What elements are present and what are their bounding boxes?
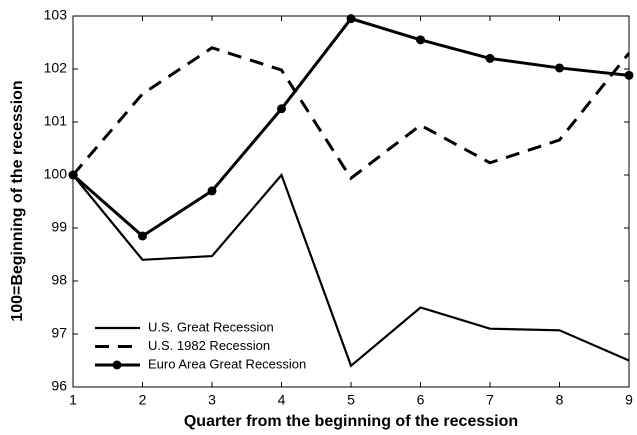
- y-tick-label: 103: [44, 7, 68, 23]
- data-point: [138, 231, 147, 241]
- x-axis-title: Quarter from the beginning of the recess…: [184, 413, 518, 430]
- x-tick-label: 7: [486, 392, 494, 408]
- y-tick-label: 97: [51, 325, 67, 341]
- y-tick-label: 102: [44, 60, 68, 76]
- series-line: [71, 46, 631, 181]
- data-point: [555, 63, 564, 73]
- data-point: [346, 14, 356, 24]
- y-tick-label: 96: [51, 378, 67, 394]
- x-tick-label: 4: [278, 392, 286, 408]
- data-point: [68, 170, 78, 180]
- data-point: [624, 70, 634, 80]
- x-tick-label: 1: [69, 392, 77, 408]
- x-tick-label: 9: [625, 392, 633, 408]
- legend-label: Euro Area Great Recession: [148, 356, 306, 371]
- y-tick-label: 101: [44, 113, 68, 129]
- x-tick-label: 3: [208, 392, 216, 408]
- data-point: [277, 104, 286, 114]
- data-point: [207, 186, 217, 196]
- series-line: [72, 16, 630, 238]
- data-point: [485, 53, 495, 63]
- legend-label: U.S. Great Recession: [148, 319, 274, 334]
- x-tick-label: 5: [347, 392, 355, 408]
- series-line: [72, 172, 630, 368]
- legend-label: U.S. 1982 Recession: [148, 338, 270, 353]
- legend-marker: [112, 360, 122, 370]
- x-tick-label: 8: [556, 392, 564, 408]
- y-tick-label: 100: [44, 166, 68, 182]
- x-tick-label: 2: [139, 392, 147, 408]
- y-axis-title: 100=Beginning of the recession: [9, 80, 26, 321]
- y-tick-label: 98: [51, 272, 67, 288]
- x-tick-label: 6: [417, 392, 425, 408]
- data-point: [416, 35, 425, 45]
- y-tick-label: 99: [51, 219, 67, 235]
